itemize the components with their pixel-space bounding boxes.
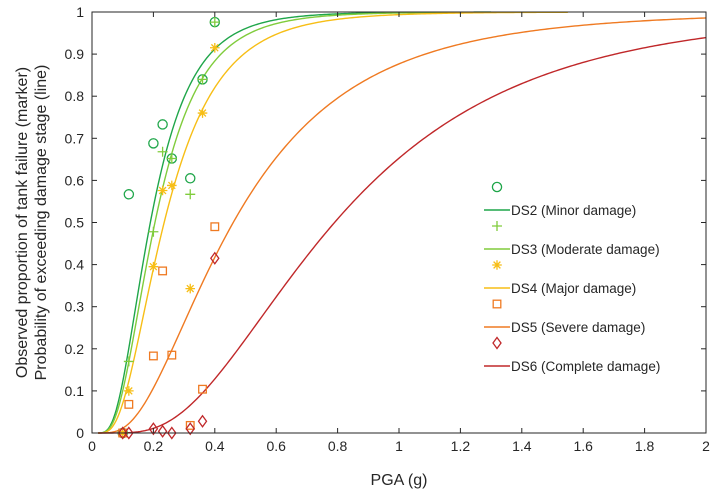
legend: DS2 (Minor damage) DS3 (Moderate damage) D… [484,181,660,374]
curve-ds4 [98,11,568,434]
legend-label-ds3: DS3 (Moderate damage) [511,242,660,257]
marker-ds3 [197,74,208,85]
y-tick-label: 0.2 [65,341,85,357]
marker-ds3 [157,146,168,157]
x-axis-label: PGA (g) [371,472,428,489]
legend-label-ds4: DS4 (Major damage) [511,281,636,296]
y-axis-label-line-1: Observed proportion of tank failure (mar… [14,67,31,378]
y-tick-label: 0.5 [65,215,85,231]
marker-ds6 [117,426,128,440]
marker-ds6 [148,422,159,436]
y-tick-label: 1 [76,4,84,20]
y-tick-label: 0.4 [65,257,85,273]
legend-label-ds6: DS6 (Complete damage) [511,359,660,374]
marker-ds3 [148,226,159,237]
legend-marker-ds4 [492,260,502,270]
x-tick-label: 0.4 [205,438,225,454]
x-tick-label: 1 [395,438,403,454]
x-tick-label: 2 [702,438,710,454]
legend-label-ds5: DS5 (Severe damage) [511,320,645,335]
marker-ds3 [123,356,134,367]
marker-ds2 [123,189,135,200]
marker-ds5 [198,384,207,394]
marker-ds5 [148,351,158,361]
y-tick-label: 0.6 [65,172,85,188]
marker-ds5 [158,266,168,276]
y-tick-label: 0.8 [65,88,85,104]
marker-ds4 [185,283,196,294]
marker-ds6 [197,414,208,428]
x-tick-label: 1.8 [635,438,655,454]
marker-ds6 [167,426,177,440]
y-tick-label: 0.1 [65,383,85,399]
marker-ds2 [157,119,168,130]
marker-ds4 [210,42,220,53]
x-tick-label: 1.6 [573,438,593,454]
x-tick-label: 1.4 [512,438,532,454]
marker-ds2 [184,173,196,184]
y-axis-label-line-2: Probability of exceeding damage stage (l… [33,65,50,381]
marker-ds6 [185,422,196,436]
marker-ds4 [124,386,134,396]
marker-ds4 [167,180,177,191]
y-tick-label: 0.3 [65,299,85,315]
x-tick-label: 0.8 [328,438,348,454]
x-tick-label: 0 [88,438,96,454]
markers-ds6 [117,251,220,440]
x-tick-label: 0.2 [144,438,164,454]
x-tick-label: 1.2 [451,438,471,454]
marker-ds6 [209,251,220,265]
marker-ds5 [210,222,220,232]
markers-ds4 [117,42,220,438]
marker-ds5 [124,399,134,409]
observed-markers [117,16,221,440]
marker-ds3 [209,17,220,28]
marker-ds4 [197,108,208,118]
curve-ds5 [98,17,707,434]
marker-ds5 [167,350,177,360]
marker-ds6 [157,424,168,438]
marker-ds5 [185,420,195,430]
y-tick-label: 0 [76,425,84,441]
y-tick-label: 0.9 [65,46,85,62]
legend-marker-ds6 [492,336,502,350]
legend-marker-ds2 [491,181,503,193]
curve-ds6 [98,36,707,434]
legend-marker-ds5 [492,299,502,309]
legend-label-ds2: DS2 (Minor damage) [511,203,636,218]
marker-ds2 [148,138,159,149]
marker-ds4 [148,261,159,272]
marker-ds6 [124,426,134,440]
marker-ds3 [185,189,196,200]
curve-ds3 [98,11,492,434]
x-tick-label: 0.6 [266,438,286,454]
marker-ds4 [157,185,168,196]
axis-ticks: 0 0.2 0.4 0.6 0.8 1 1.2 1.4 1.6 1.8 2 0 0.1 0.2 0.3 0.4… [65,4,711,454]
marker-ds3 [166,153,177,164]
y-tick-label: 0.7 [65,130,85,146]
legend-marker-ds3 [492,221,502,231]
